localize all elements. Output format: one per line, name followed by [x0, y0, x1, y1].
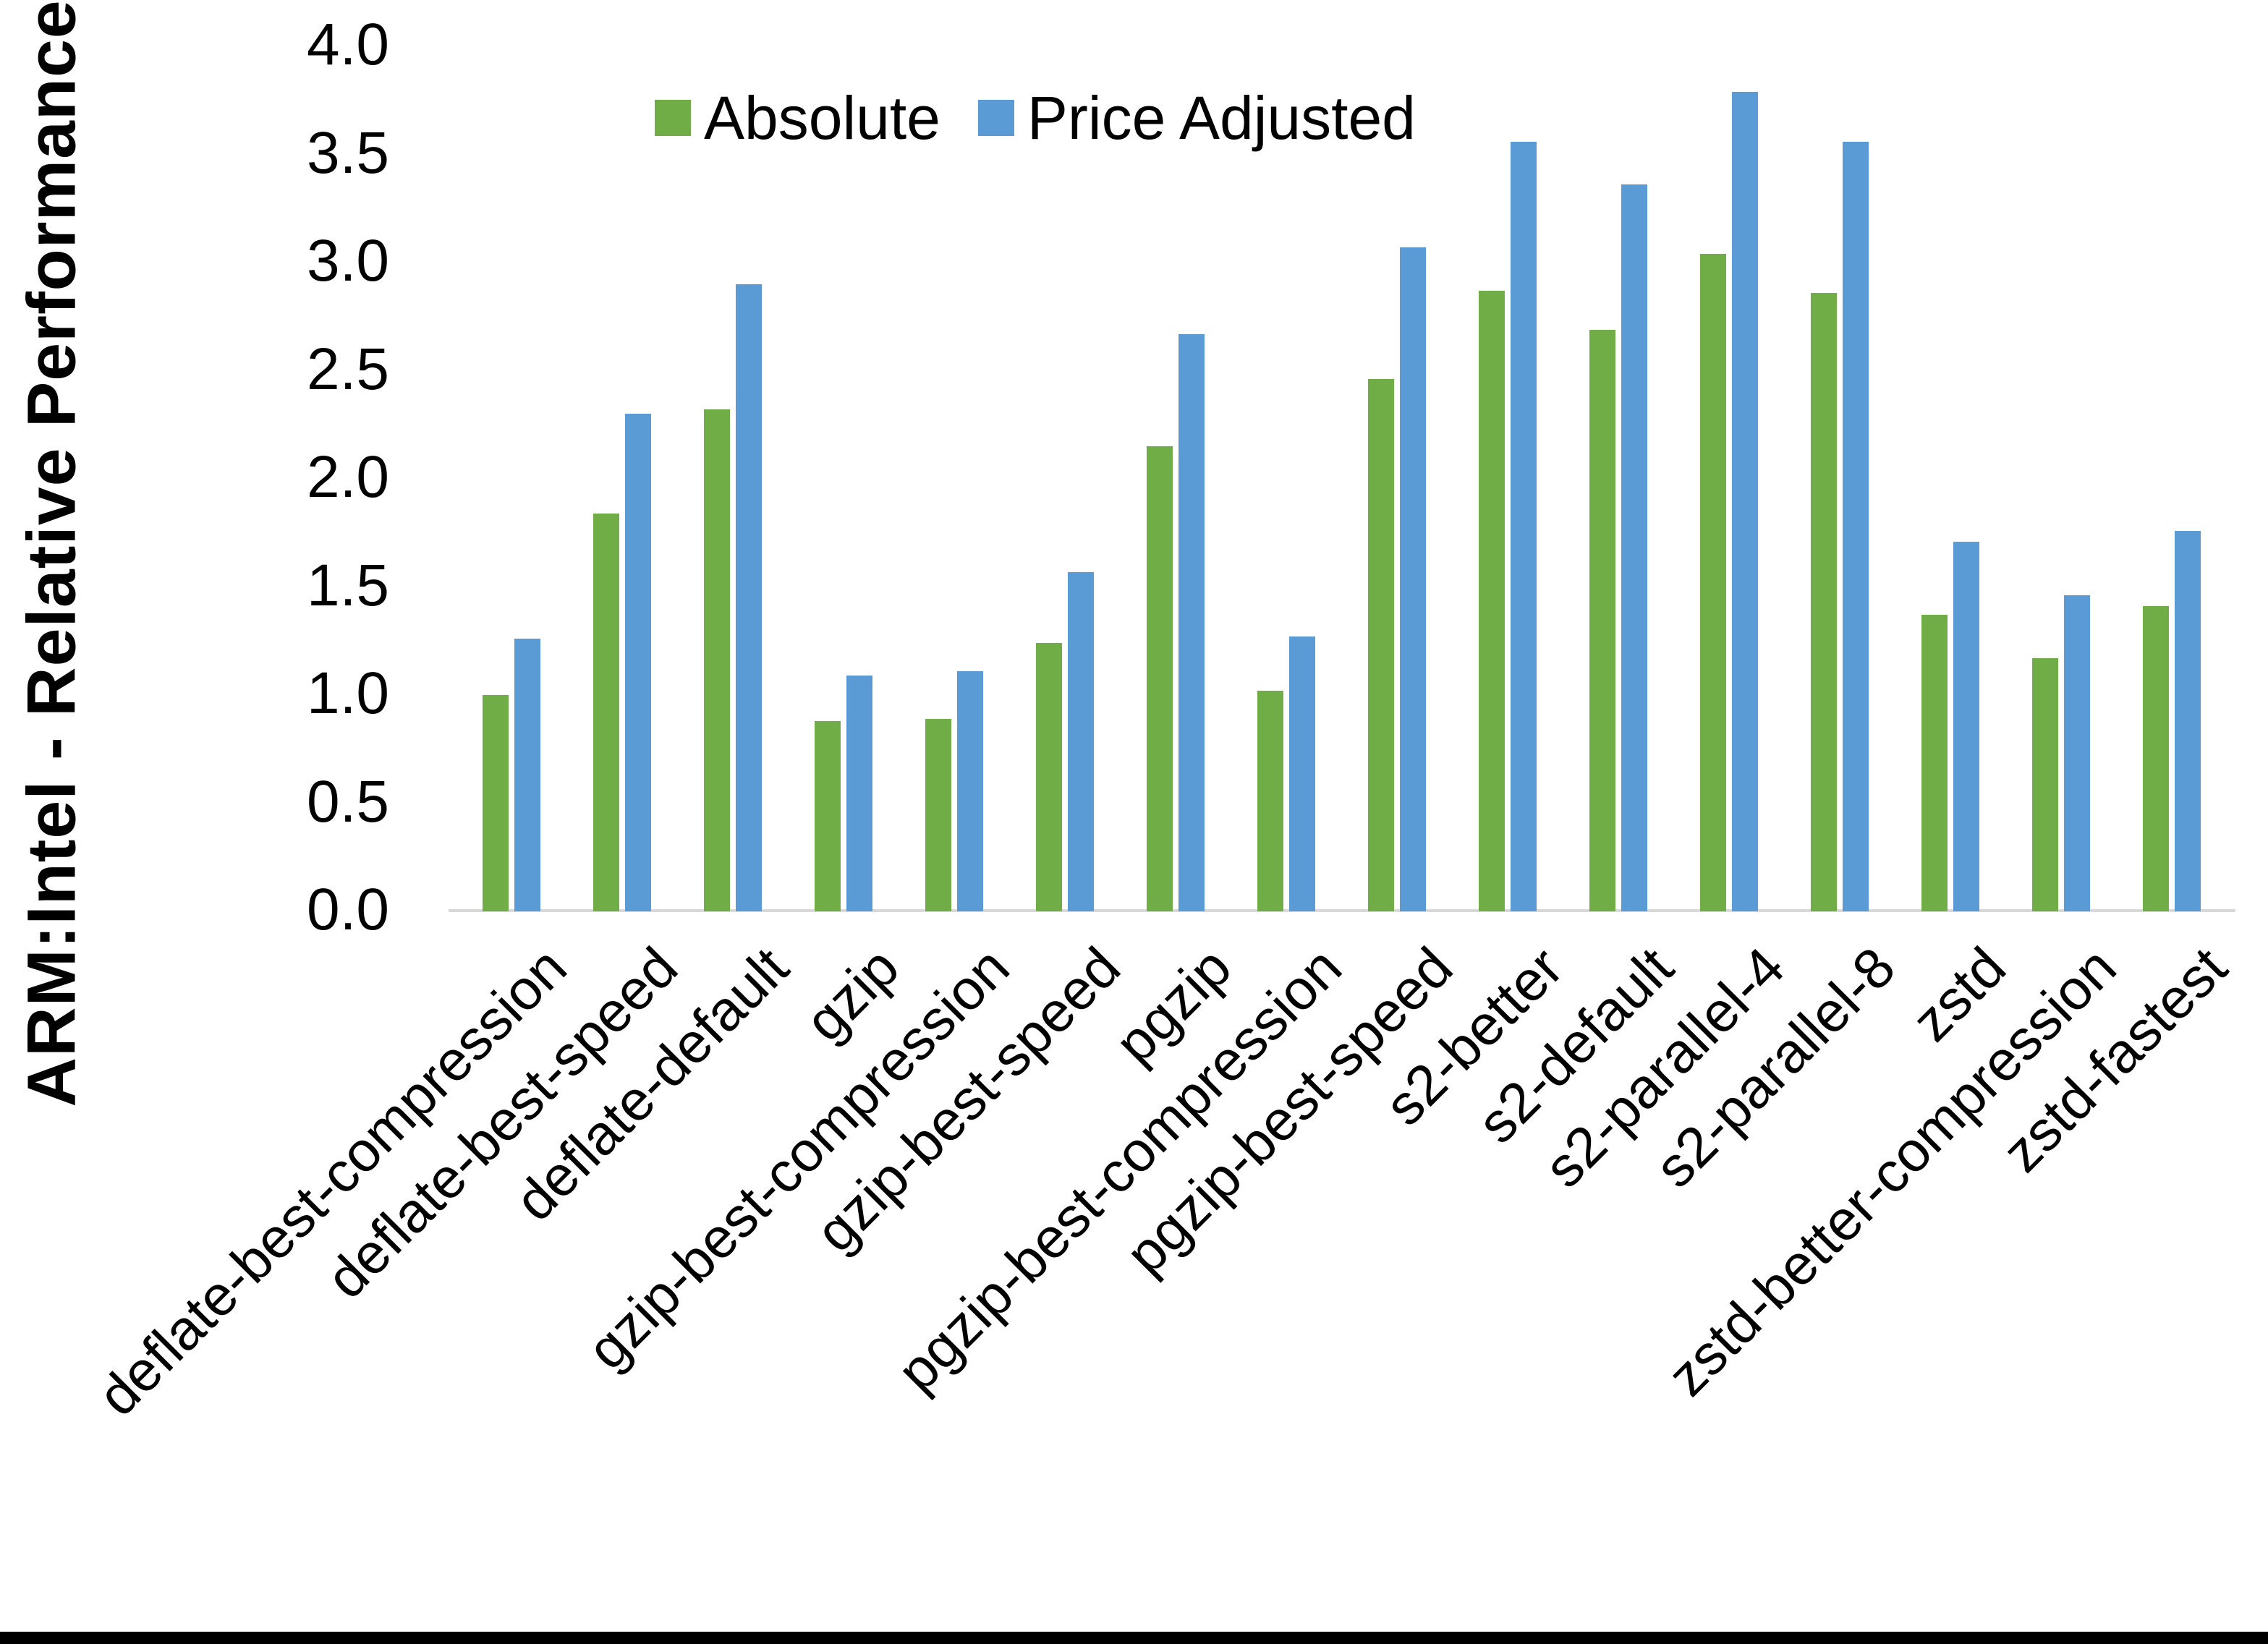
- bar-absolute: [1921, 615, 1948, 911]
- y-axis-title: ARM:Intel - Relative Performance: [13, 0, 90, 1107]
- bar-price-adjusted: [514, 639, 540, 911]
- y-tick-label: 2.5: [307, 336, 389, 402]
- legend-label-price-adjusted: Price Adjusted: [1027, 84, 1416, 152]
- bar-price-adjusted: [1289, 636, 1315, 911]
- bar-price-adjusted: [846, 676, 872, 911]
- legend: Absolute Price Adjusted: [655, 84, 1416, 152]
- bar-absolute: [1147, 446, 1173, 911]
- bar-price-adjusted: [1068, 572, 1094, 911]
- bar-price-adjusted: [625, 414, 651, 911]
- bar-absolute: [925, 719, 951, 911]
- y-tick-label: 1.0: [307, 660, 389, 727]
- bar-price-adjusted: [1511, 142, 1537, 911]
- bar-price-adjusted: [1953, 542, 1979, 911]
- y-tick-label: 0.0: [307, 877, 389, 943]
- y-tick-label: 1.5: [307, 552, 389, 618]
- bar-price-adjusted: [1178, 334, 1205, 911]
- bar-absolute: [815, 721, 841, 911]
- x-axis-line: [449, 909, 2235, 912]
- y-tick-label: 2.0: [307, 444, 389, 511]
- bar-price-adjusted: [736, 284, 762, 911]
- legend-item-price-adjusted: Price Adjusted: [977, 84, 1416, 152]
- bottom-border-bar: [0, 1632, 2268, 1644]
- legend-swatch-absolute: [655, 100, 691, 136]
- legend-item-absolute: Absolute: [655, 84, 940, 152]
- bar-price-adjusted: [957, 671, 983, 911]
- bar-absolute: [704, 409, 730, 911]
- bar-absolute: [1479, 291, 1505, 911]
- bar-absolute: [1036, 643, 1062, 911]
- bar-absolute: [1700, 254, 1726, 911]
- y-tick-label: 0.5: [307, 768, 389, 835]
- bar-price-adjusted: [2064, 595, 2090, 911]
- bar-absolute: [1811, 293, 1837, 911]
- bar-absolute: [2032, 658, 2058, 911]
- x-category-label: deflate-best-compression: [85, 934, 579, 1428]
- y-tick-label: 3.5: [307, 119, 389, 186]
- bar-absolute: [593, 514, 619, 911]
- y-tick-label: 3.0: [307, 228, 389, 294]
- y-tick-label: 4.0: [307, 12, 389, 78]
- bar-absolute: [2143, 606, 2169, 911]
- bar-absolute: [483, 695, 509, 911]
- bar-absolute: [1257, 691, 1283, 911]
- legend-swatch-price-adjusted: [977, 100, 1014, 136]
- bar-price-adjusted: [2175, 531, 2201, 911]
- bar-price-adjusted: [1732, 92, 1758, 911]
- bar-price-adjusted: [1843, 142, 1869, 911]
- bar-price-adjusted: [1400, 247, 1426, 911]
- bar-absolute: [1589, 330, 1615, 911]
- legend-label-absolute: Absolute: [704, 84, 940, 152]
- bar-absolute: [1368, 379, 1394, 911]
- bar-price-adjusted: [1621, 184, 1647, 911]
